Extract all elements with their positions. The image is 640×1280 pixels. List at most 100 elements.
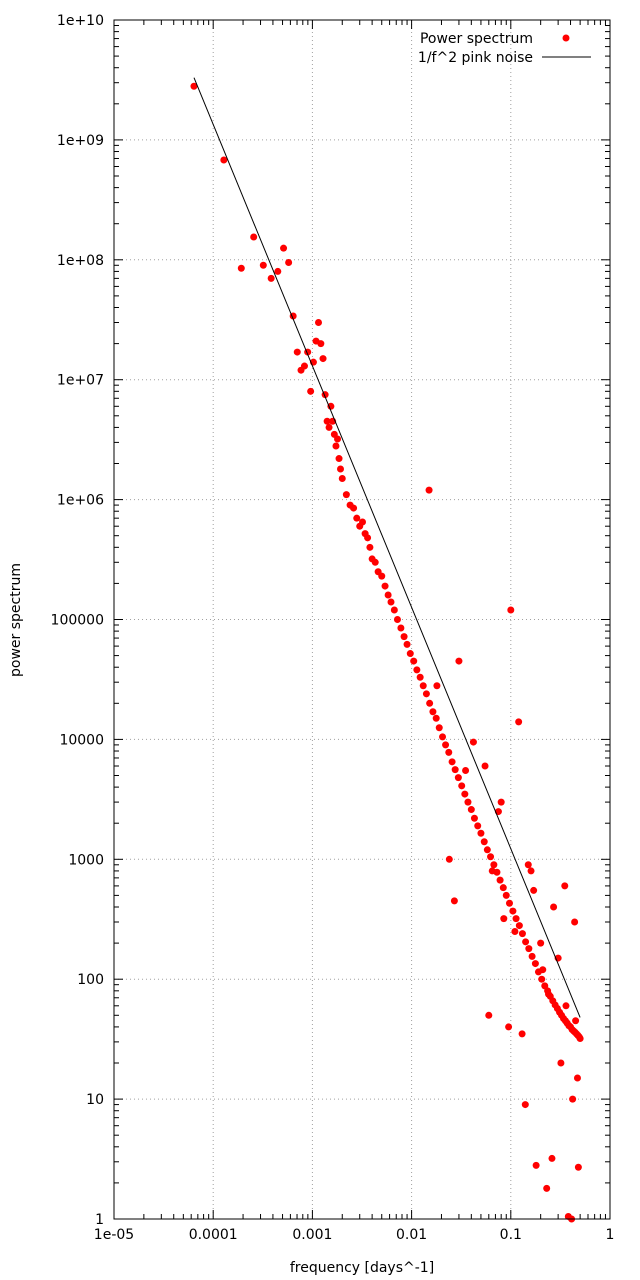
data-point xyxy=(530,886,538,894)
data-point xyxy=(576,1035,584,1043)
data-point xyxy=(337,465,345,473)
data-point xyxy=(548,1154,556,1162)
y-tick-label: 1 xyxy=(95,1212,104,1228)
legend: Power spectrum 1/f^2 pink noise xyxy=(418,31,591,66)
data-point xyxy=(512,915,520,923)
data-point xyxy=(525,945,533,953)
y-tick-label: 100 xyxy=(77,972,104,988)
data-point xyxy=(528,952,536,960)
data-point xyxy=(413,666,421,674)
data-point xyxy=(445,748,453,756)
data-point xyxy=(390,606,398,614)
data-point xyxy=(353,514,361,522)
y-tick-label: 1e+09 xyxy=(57,133,104,149)
data-point xyxy=(327,402,335,410)
data-point xyxy=(371,558,379,566)
data-point xyxy=(569,1095,577,1103)
data-point xyxy=(190,82,198,90)
x-tick-label: 0.0001 xyxy=(189,1227,238,1243)
x-tick-label: 0.1 xyxy=(500,1227,522,1243)
power-spectrum-points xyxy=(190,82,584,1223)
data-point xyxy=(470,814,478,822)
data-point xyxy=(432,714,440,722)
data-point xyxy=(539,966,547,974)
legend-label-pink-noise: 1/f^2 pink noise xyxy=(418,50,533,66)
data-point xyxy=(435,724,443,732)
data-point xyxy=(439,733,447,741)
data-point xyxy=(422,690,430,698)
data-point xyxy=(515,718,523,726)
data-point xyxy=(335,455,343,463)
data-point xyxy=(573,1074,581,1082)
data-point xyxy=(477,829,485,837)
data-point xyxy=(462,767,470,775)
data-point xyxy=(387,598,395,606)
data-point xyxy=(334,435,342,443)
data-point xyxy=(285,258,293,266)
x-axis-ticks: 1e-05 0.0001 0.001 0.01 0.1 1 xyxy=(94,20,614,1243)
data-point xyxy=(500,915,508,923)
data-point xyxy=(314,318,322,326)
data-point xyxy=(488,867,496,875)
data-point xyxy=(543,1184,551,1192)
data-point xyxy=(550,903,558,911)
data-point xyxy=(403,640,411,648)
data-point xyxy=(378,572,386,580)
data-point xyxy=(325,423,333,431)
data-point xyxy=(317,340,325,348)
y-tick-label: 1e+07 xyxy=(57,373,104,389)
data-point xyxy=(448,758,456,766)
data-point xyxy=(496,876,504,884)
data-point xyxy=(237,264,245,272)
data-point xyxy=(323,417,331,425)
x-tick-label: 1e-05 xyxy=(94,1227,134,1243)
data-point xyxy=(538,975,546,983)
data-point xyxy=(502,891,510,899)
data-point xyxy=(445,855,453,863)
data-point xyxy=(461,790,469,798)
data-point xyxy=(454,774,462,782)
data-point xyxy=(426,699,434,707)
data-point xyxy=(571,918,579,926)
data-point xyxy=(561,882,569,890)
data-point xyxy=(300,362,308,370)
x-tick-label: 0.001 xyxy=(292,1227,332,1243)
data-point xyxy=(319,355,327,363)
data-point xyxy=(505,1023,513,1031)
x-tick-label: 0.01 xyxy=(396,1227,427,1243)
data-point xyxy=(400,633,408,641)
data-point xyxy=(307,387,315,395)
plot-frame xyxy=(113,19,611,1220)
data-point xyxy=(366,543,374,551)
data-point xyxy=(416,673,424,681)
y-tick-label: 10000 xyxy=(59,732,104,748)
data-point xyxy=(572,1017,580,1025)
data-point xyxy=(220,156,228,164)
data-point xyxy=(359,518,367,526)
data-point xyxy=(499,884,507,892)
grid-lines xyxy=(114,20,610,1219)
data-point xyxy=(469,738,477,746)
pink-noise-fit-line xyxy=(193,77,581,1018)
data-point xyxy=(537,939,545,947)
data-point xyxy=(521,1101,529,1109)
data-point xyxy=(545,990,553,998)
data-point xyxy=(483,846,491,854)
data-point xyxy=(332,442,340,450)
data-point xyxy=(381,582,389,590)
data-point xyxy=(515,922,523,930)
data-point xyxy=(451,766,459,774)
data-point xyxy=(481,762,489,770)
y-axis-ticks: 1 10 100 1000 10000 100000 1e+06 1e+07 1e+08 1e+0… xyxy=(51,13,610,1228)
y-tick-label: 1000 xyxy=(68,852,104,868)
data-point xyxy=(531,960,539,968)
data-point xyxy=(419,682,427,690)
data-point xyxy=(464,798,472,806)
data-point xyxy=(350,504,358,512)
data-point xyxy=(425,486,433,494)
data-point xyxy=(429,708,437,716)
data-point xyxy=(524,861,532,869)
data-point xyxy=(574,1163,582,1171)
legend-label-power-spectrum: Power spectrum xyxy=(420,31,533,47)
